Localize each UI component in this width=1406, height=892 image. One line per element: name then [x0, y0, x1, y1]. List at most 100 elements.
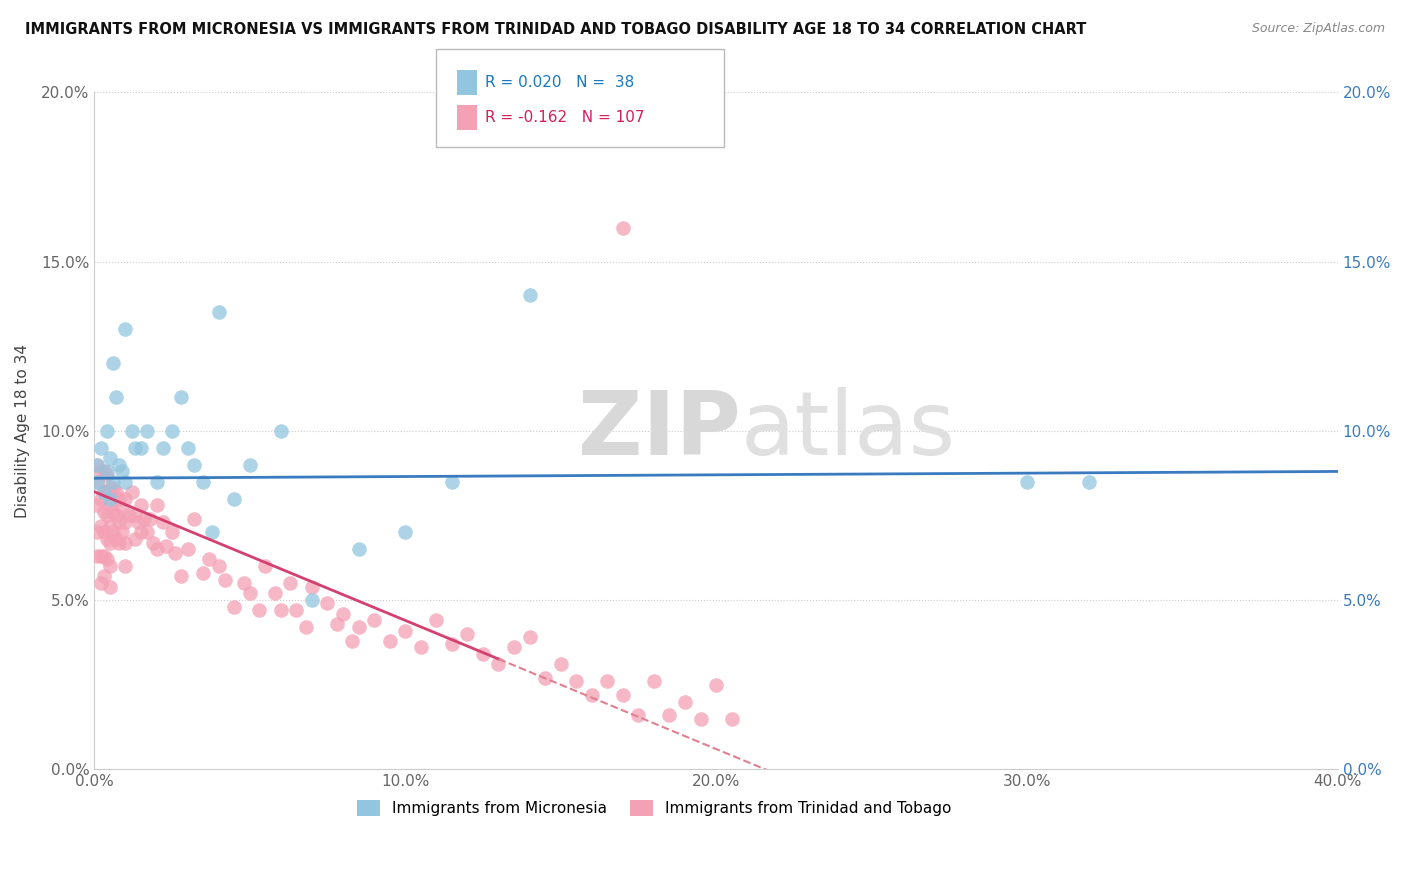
Point — [86, 498, 108, 512]
Point — [136, 525, 159, 540]
Point — [596, 674, 619, 689]
Point — [145, 475, 167, 489]
Point — [224, 491, 246, 506]
Point — [145, 498, 167, 512]
Point — [183, 512, 205, 526]
Point — [93, 465, 115, 479]
Point — [108, 491, 131, 506]
Point — [160, 424, 183, 438]
Point — [565, 674, 588, 689]
Point — [270, 603, 292, 617]
Point — [316, 597, 339, 611]
Point — [98, 559, 121, 574]
Point — [96, 508, 118, 523]
Point — [263, 586, 285, 600]
Point — [96, 532, 118, 546]
Point — [93, 569, 115, 583]
Point — [519, 288, 541, 302]
Point — [111, 465, 134, 479]
Point — [145, 542, 167, 557]
Point — [90, 518, 112, 533]
Text: Source: ZipAtlas.com: Source: ZipAtlas.com — [1251, 22, 1385, 36]
Point — [129, 441, 152, 455]
Point — [612, 220, 634, 235]
Point — [98, 498, 121, 512]
Point — [101, 482, 124, 496]
Point — [124, 441, 146, 455]
Point — [86, 458, 108, 472]
Point — [488, 657, 510, 672]
Point — [201, 525, 224, 540]
Point — [440, 637, 463, 651]
Point — [673, 695, 696, 709]
Point — [471, 647, 494, 661]
Point — [111, 501, 134, 516]
Point — [191, 566, 214, 580]
Point — [114, 515, 136, 529]
Point — [612, 688, 634, 702]
Point — [86, 525, 108, 540]
Point — [124, 532, 146, 546]
Point — [117, 508, 139, 523]
Point — [98, 535, 121, 549]
Point — [90, 549, 112, 563]
Point — [332, 607, 354, 621]
Point — [114, 491, 136, 506]
Point — [98, 518, 121, 533]
Point — [86, 475, 108, 489]
Point — [214, 573, 236, 587]
Point — [98, 580, 121, 594]
Point — [108, 535, 131, 549]
Point — [132, 512, 155, 526]
Text: atlas: atlas — [741, 387, 956, 475]
Point — [108, 515, 131, 529]
Point — [363, 613, 385, 627]
Point — [183, 458, 205, 472]
Point — [704, 678, 727, 692]
Point — [98, 482, 121, 496]
Point — [301, 580, 323, 594]
Point — [409, 640, 432, 655]
Text: R = 0.020   N =  38: R = 0.020 N = 38 — [485, 76, 634, 90]
Point — [142, 535, 165, 549]
Text: IMMIGRANTS FROM MICRONESIA VS IMMIGRANTS FROM TRINIDAD AND TOBAGO DISABILITY AGE: IMMIGRANTS FROM MICRONESIA VS IMMIGRANTS… — [25, 22, 1087, 37]
Text: ZIP: ZIP — [578, 387, 741, 475]
Point — [101, 505, 124, 519]
Point — [1078, 475, 1101, 489]
Point — [139, 512, 162, 526]
Legend: Immigrants from Micronesia, Immigrants from Trinidad and Tobago: Immigrants from Micronesia, Immigrants f… — [350, 795, 957, 822]
Point — [170, 569, 193, 583]
Point — [198, 552, 221, 566]
Point — [93, 525, 115, 540]
Point — [101, 525, 124, 540]
Point — [114, 322, 136, 336]
Point — [581, 688, 603, 702]
Point — [111, 525, 134, 540]
Point — [86, 475, 108, 489]
Point — [378, 633, 401, 648]
Point — [170, 390, 193, 404]
Point — [114, 475, 136, 489]
Point — [101, 356, 124, 370]
Point — [114, 535, 136, 549]
Point — [394, 624, 416, 638]
Point — [440, 475, 463, 489]
Point — [285, 603, 308, 617]
Y-axis label: Disability Age 18 to 34: Disability Age 18 to 34 — [15, 343, 30, 518]
Point — [136, 424, 159, 438]
Point — [127, 515, 149, 529]
Point — [105, 508, 128, 523]
Point — [643, 674, 665, 689]
Point — [96, 465, 118, 479]
Point — [254, 559, 277, 574]
Point — [224, 599, 246, 614]
Point — [191, 475, 214, 489]
Point — [98, 491, 121, 506]
Point — [98, 450, 121, 465]
Point — [689, 712, 711, 726]
Point — [96, 484, 118, 499]
Point — [347, 620, 370, 634]
Point — [155, 539, 177, 553]
Point — [658, 708, 681, 723]
Point — [86, 458, 108, 472]
